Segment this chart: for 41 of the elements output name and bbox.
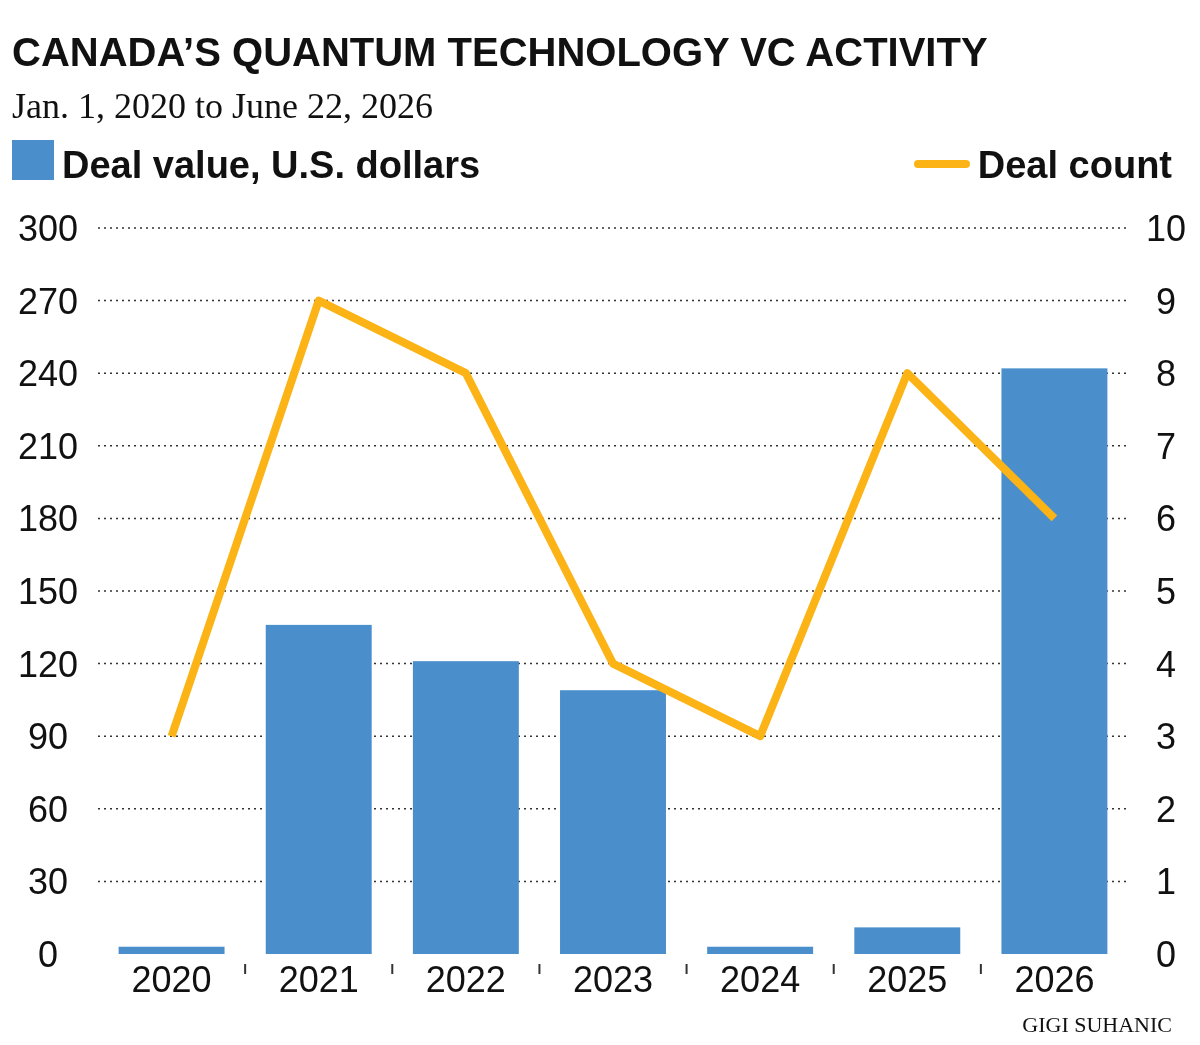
legend-label: Deal count xyxy=(977,144,1173,186)
y-tick-label: 90 xyxy=(27,716,69,758)
x-tick-label: 2020 xyxy=(131,959,212,1000)
x-tick-label: 2025 xyxy=(867,959,948,1000)
y2-tick-label: 8 xyxy=(1155,353,1177,395)
y-tick-label: 0 xyxy=(37,934,59,975)
chart-subtitle: Jan. 1, 2020 to June 22, 2026 xyxy=(12,86,433,126)
y-tick-label: 180 xyxy=(17,498,79,540)
x-tick-label: 2024 xyxy=(720,959,801,1000)
y-tick-label: 300 xyxy=(17,208,79,249)
bar xyxy=(1001,368,1108,954)
y2-tick-label: 6 xyxy=(1155,498,1177,540)
y2-tick-label: 0 xyxy=(1155,934,1177,975)
x-tick-label: 2022 xyxy=(425,959,506,1000)
y-tick-label: 270 xyxy=(17,280,79,322)
bar xyxy=(854,927,961,954)
text: GIGI SUHANIC xyxy=(1022,1012,1172,1037)
y-tick-label: 30 xyxy=(27,861,69,903)
x-tick-label: 2023 xyxy=(572,959,654,1000)
y-tick-label: 240 xyxy=(17,353,79,395)
y-tick-label: 60 xyxy=(27,788,69,830)
y2-tick-label: 4 xyxy=(1155,643,1177,685)
y-tick-label: 120 xyxy=(17,643,79,685)
bar xyxy=(265,624,372,954)
y-tick-label: 210 xyxy=(17,425,79,467)
bar xyxy=(560,690,666,954)
x-tick-label: 2026 xyxy=(1014,959,1095,1000)
y2-tick-label: 1 xyxy=(1155,861,1177,903)
y2-tick-label: 5 xyxy=(1155,571,1177,612)
y-tick-label: 150 xyxy=(17,571,79,612)
y2-tick-label: 9 xyxy=(1155,280,1177,322)
y2-tick-label: 2 xyxy=(1155,788,1177,830)
x-tick-label: 2021 xyxy=(278,959,359,1000)
legend-label: Deal value, U.S. dollars xyxy=(62,144,481,186)
chart-title: CANADA’S QUANTUM TECHNOLOGY VC ACTIVITY xyxy=(12,30,988,74)
bar xyxy=(412,661,519,954)
bar xyxy=(118,946,225,954)
bar xyxy=(707,946,814,954)
y2-tick-label: 3 xyxy=(1155,716,1177,758)
y2-tick-label: 7 xyxy=(1155,425,1177,467)
y2-tick-label: 10 xyxy=(1145,208,1187,249)
